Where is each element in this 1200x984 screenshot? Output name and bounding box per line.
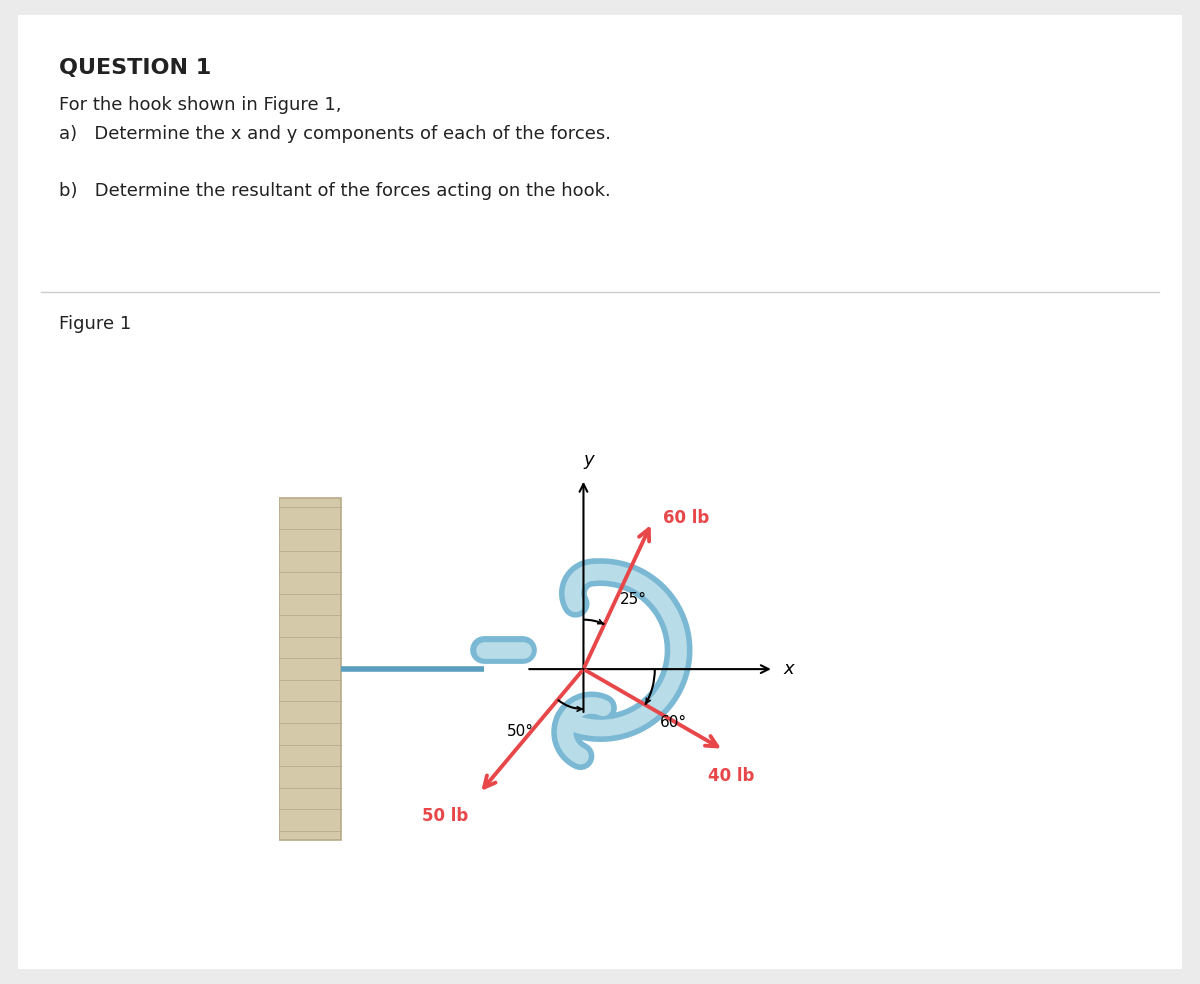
Text: x: x: [784, 660, 794, 678]
Bar: [280, 498, 341, 840]
Text: Figure 1: Figure 1: [59, 316, 131, 334]
Text: 50 lb: 50 lb: [422, 807, 468, 826]
Text: 40 lb: 40 lb: [708, 768, 755, 785]
Text: For the hook shown in Figure 1,: For the hook shown in Figure 1,: [59, 95, 341, 114]
Text: 25°: 25°: [619, 592, 647, 607]
Text: a)   Determine the x and y components of each of the forces.: a) Determine the x and y components of e…: [59, 125, 611, 143]
Text: 60°: 60°: [660, 714, 686, 730]
Text: 50°: 50°: [508, 724, 534, 739]
Text: y: y: [584, 452, 594, 469]
Text: QUESTION 1: QUESTION 1: [59, 58, 211, 78]
Text: 60 lb: 60 lb: [664, 509, 709, 526]
Text: b)   Determine the resultant of the forces acting on the hook.: b) Determine the resultant of the forces…: [59, 182, 611, 200]
